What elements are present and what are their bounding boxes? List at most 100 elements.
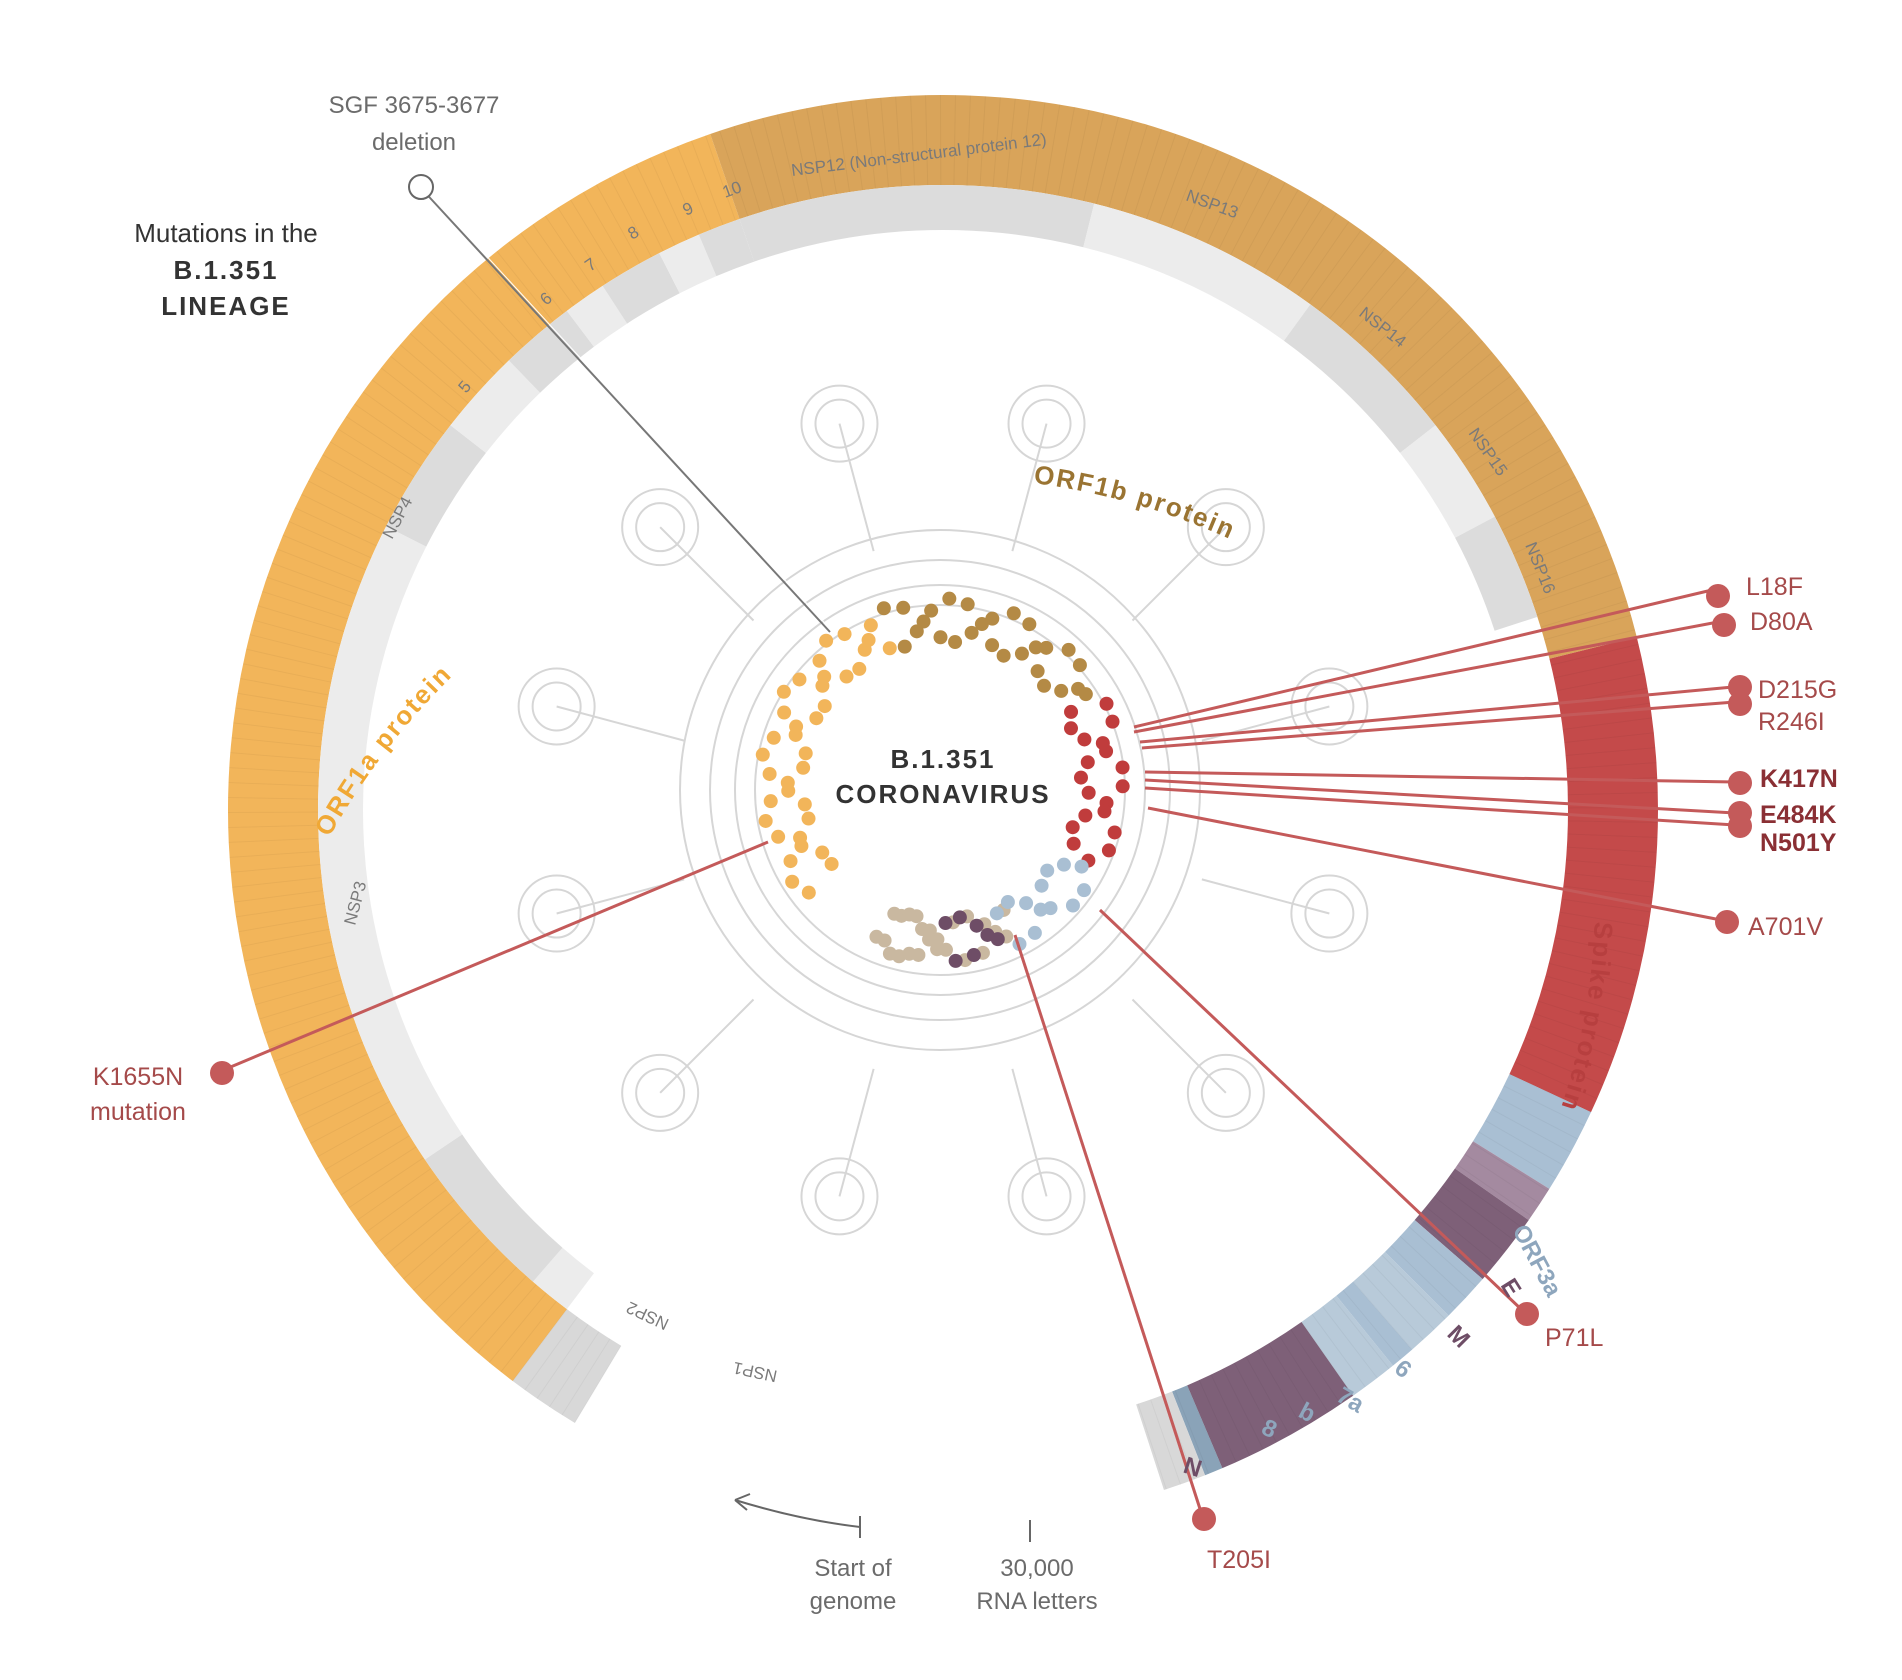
rna-coil-segment bbox=[796, 760, 811, 775]
rna-coil-segment bbox=[1077, 732, 1092, 747]
line-t205i bbox=[1013, 934, 1203, 1513]
rna-coil-segment bbox=[1022, 617, 1037, 632]
ring-stripe bbox=[1514, 1061, 1598, 1099]
ring-stripe bbox=[1563, 885, 1653, 898]
ring-stripe bbox=[1108, 120, 1134, 208]
ring-stripe bbox=[690, 140, 724, 226]
ring-stripe bbox=[1565, 747, 1656, 757]
ring-stripe bbox=[243, 663, 332, 683]
title-line3: LINEAGE bbox=[161, 291, 291, 321]
ring-stripe bbox=[1198, 1379, 1237, 1463]
ring-utr-start bbox=[512, 1309, 622, 1423]
ring-stripe bbox=[266, 576, 353, 607]
ring-stripe bbox=[288, 521, 372, 559]
ring-stripe bbox=[1264, 196, 1312, 275]
rna-coil-segment bbox=[793, 830, 808, 845]
ring-orf1b bbox=[710, 94, 1637, 659]
rna-coil-segment bbox=[852, 661, 867, 676]
ring-stripe bbox=[548, 1331, 600, 1408]
ring-stripe bbox=[263, 1004, 350, 1034]
rna-coil-segment bbox=[985, 638, 1000, 653]
virus-spike bbox=[1007, 384, 1086, 552]
virus-envelope-inner bbox=[734, 584, 1146, 996]
rna-coil-segment bbox=[1037, 678, 1052, 693]
ring-stripe bbox=[496, 250, 554, 322]
ring-stripe bbox=[1206, 161, 1246, 244]
ring-stripe bbox=[776, 114, 799, 203]
orf1b-label: ORF1b protein bbox=[1032, 459, 1241, 545]
nsp15-segment bbox=[1400, 425, 1495, 538]
rna-coil-segment bbox=[915, 922, 930, 937]
rna-coil-segment bbox=[1077, 883, 1092, 898]
start-line1: Start of bbox=[814, 1555, 892, 1582]
ring-stripe bbox=[246, 648, 335, 670]
ring-stripe bbox=[484, 260, 544, 331]
rna-coil-segment bbox=[801, 811, 816, 826]
rna-coil-segment bbox=[861, 633, 876, 648]
ring-stripe bbox=[322, 454, 401, 500]
ring-stripe bbox=[622, 170, 664, 252]
rna-coil-segment bbox=[755, 747, 770, 762]
ring-stripe bbox=[1556, 673, 1645, 692]
ring-stripe bbox=[290, 1065, 374, 1104]
rna-coil-segment bbox=[989, 906, 1004, 921]
ring-stripe bbox=[1186, 1385, 1223, 1469]
ring-stripe bbox=[1544, 614, 1632, 641]
ring-stripe bbox=[574, 1345, 622, 1424]
rna-coil-segment bbox=[909, 624, 924, 639]
rna-coil-segment bbox=[783, 854, 798, 869]
rna-coil-segment bbox=[815, 845, 830, 860]
ring-stripe bbox=[383, 1199, 455, 1257]
end-line2: RNA letters bbox=[976, 1588, 1097, 1615]
ring-stripe bbox=[1512, 516, 1596, 555]
ring-stripe bbox=[303, 1089, 385, 1131]
rna-coil-segment bbox=[1115, 779, 1130, 794]
line-d80a bbox=[1133, 620, 1719, 734]
ring-stripe bbox=[1532, 572, 1618, 603]
ring-6 bbox=[1384, 1220, 1483, 1316]
ring-stripe bbox=[705, 135, 736, 221]
nsp-ring bbox=[318, 185, 1538, 1310]
ring-orf1a bbox=[228, 133, 740, 1382]
line-r246i bbox=[1141, 700, 1736, 750]
ring-stripe bbox=[1290, 1329, 1342, 1405]
rna-coil-segment bbox=[1061, 642, 1076, 657]
ring-stripe bbox=[1372, 1263, 1435, 1330]
rna-coil-segment bbox=[942, 591, 957, 606]
ring-stripe bbox=[466, 1275, 527, 1344]
ring-stripe bbox=[250, 967, 339, 991]
ring-stripe bbox=[536, 1324, 589, 1399]
ring-utr-end bbox=[1136, 1391, 1206, 1491]
label-t205i: T205I bbox=[1207, 1546, 1271, 1574]
rna-coil-segment bbox=[902, 907, 917, 922]
ring-stripe bbox=[419, 322, 487, 385]
ring-stripe bbox=[357, 1168, 432, 1221]
rna-coil-segment bbox=[985, 611, 1000, 626]
rna-coil-segment bbox=[839, 669, 854, 684]
rna-coil-segment bbox=[1000, 895, 1015, 910]
ring-stripe bbox=[423, 1239, 490, 1302]
ring-stripe bbox=[582, 191, 630, 271]
ring-stripe bbox=[231, 737, 322, 748]
ring-stripe bbox=[1551, 950, 1640, 972]
ring-7a bbox=[1353, 1251, 1449, 1350]
ring-stripe bbox=[1414, 340, 1483, 401]
rna-coil-segment bbox=[964, 625, 979, 640]
ring-stripe bbox=[762, 117, 786, 206]
line-deletion bbox=[419, 186, 831, 633]
dot-d80a bbox=[1712, 613, 1736, 637]
ring-stripe bbox=[1241, 182, 1286, 262]
ring-stripe bbox=[1308, 229, 1362, 304]
ring-stripe bbox=[393, 1209, 464, 1269]
ring-stripe bbox=[1381, 1254, 1446, 1320]
line-p71l bbox=[1098, 908, 1524, 1312]
ring-stripe bbox=[240, 677, 329, 696]
ring-stripe bbox=[1469, 424, 1546, 474]
ring-stripe bbox=[228, 782, 319, 787]
ring-stripe bbox=[1523, 544, 1608, 579]
ring-stripe bbox=[462, 279, 524, 348]
ring-stripe bbox=[1553, 658, 1642, 679]
rna-coil-segment bbox=[798, 746, 813, 761]
ring-stripe bbox=[1342, 1289, 1402, 1360]
ring-stripe bbox=[1464, 1153, 1541, 1205]
